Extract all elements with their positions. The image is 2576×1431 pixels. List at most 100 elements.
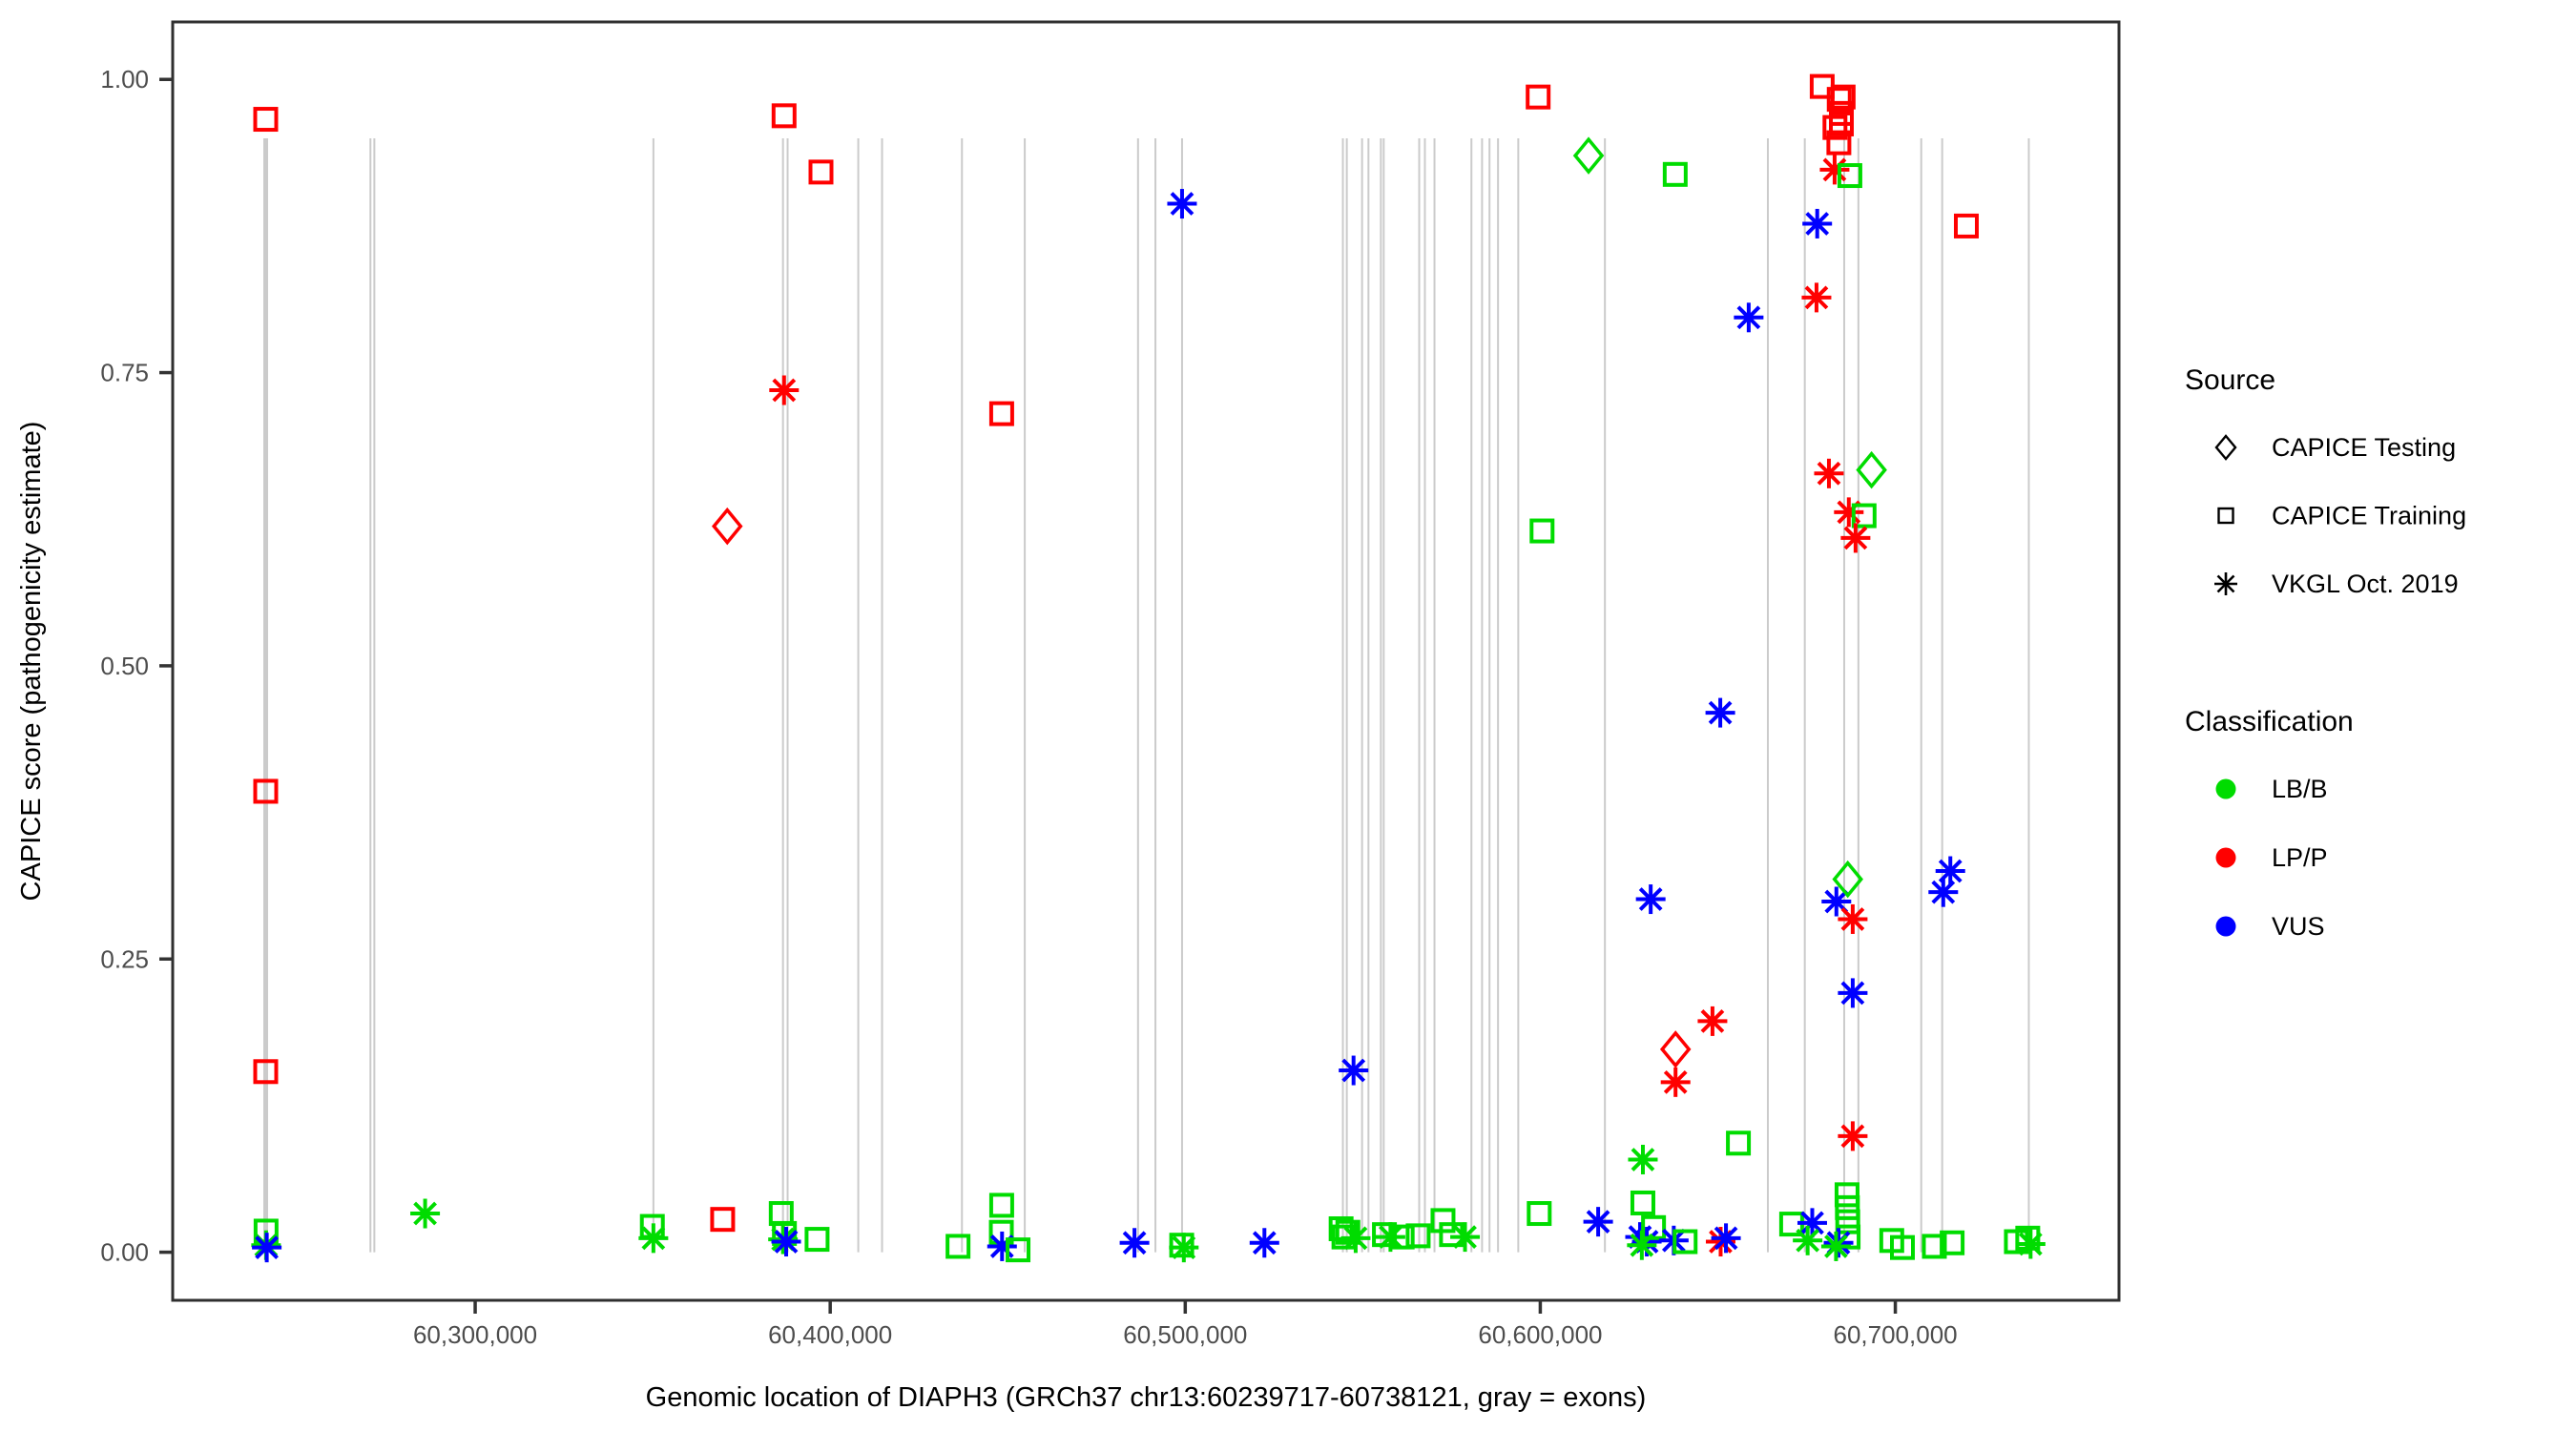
legend-diamond-icon [2214, 434, 2237, 461]
data-point-training-square [710, 1207, 736, 1233]
legend-color-dot-icon [2215, 847, 2236, 868]
legend-classification-item-label: LB/B [2272, 775, 2328, 803]
y-axis-tick-label: 0.50 [100, 652, 149, 680]
legend-classification-item-label: VUS [2272, 912, 2325, 941]
data-point-training-square [1922, 1234, 1947, 1259]
data-point-vkgl-asterisk [1341, 1058, 1366, 1083]
data-point-vkgl-asterisk [1700, 1009, 1725, 1033]
data-point-training-square [1529, 518, 1555, 544]
y-axis-tick-label: 0.75 [100, 359, 149, 387]
data-point-training-square [1822, 114, 1848, 140]
data-point-vkgl-asterisk [1172, 1235, 1196, 1260]
data-point-vkgl-asterisk [641, 1226, 666, 1251]
data-point-vkgl-asterisk [1708, 700, 1733, 725]
data-point-training-square [1851, 503, 1877, 529]
data-point-vkgl-asterisk [1252, 1231, 1277, 1255]
data-point-training-square [1526, 84, 1551, 110]
data-point-testing-diamond [1856, 450, 1887, 489]
data-point-training-square [1641, 1214, 1667, 1240]
y-axis-tick-label: 1.00 [100, 65, 149, 93]
data-point-training-square [1828, 111, 1854, 136]
data-point-training-square [1335, 1219, 1361, 1245]
data-point-training-square [1430, 1208, 1456, 1234]
data-point-vkgl-asterisk [1824, 889, 1849, 914]
data-point-testing-diamond [1659, 1030, 1692, 1068]
data-point-vkgl-asterisk [1805, 212, 1830, 236]
data-point-vkgl-asterisk [1453, 1225, 1477, 1249]
data-point-vkgl-asterisk [1736, 305, 1761, 330]
data-point-training-square [1527, 1201, 1552, 1227]
data-point-training-square [1672, 1229, 1698, 1255]
x-axis-tick-label: 60,700,000 [1833, 1320, 1957, 1349]
legend-source-title: Source [2185, 364, 2275, 396]
data-point-training-square [768, 1201, 794, 1227]
data-point-vkgl-asterisk [1804, 285, 1829, 310]
data-point-training-square [808, 159, 834, 185]
legend-classification-item-label: LP/P [2272, 843, 2328, 872]
data-point-vkgl-asterisk [1714, 1226, 1738, 1251]
legend-classification-title: Classification [2185, 706, 2354, 737]
data-point-training-square [988, 1192, 1014, 1218]
data-point-training-square [1662, 161, 1688, 187]
data-point-vkgl-asterisk [774, 1230, 799, 1254]
data-point-testing-diamond [1832, 860, 1863, 899]
data-point-vkgl-asterisk [1343, 1226, 1368, 1251]
data-point-vkgl-asterisk [1663, 1069, 1688, 1094]
x-axis-tick-label: 60,500,000 [1123, 1320, 1247, 1349]
data-point-training-square [1953, 213, 1979, 238]
data-point-vkgl-asterisk [1931, 880, 1956, 904]
data-point-vkgl-asterisk [1822, 157, 1847, 182]
data-point-vkgl-asterisk [413, 1201, 437, 1226]
y-axis-tick-label: 0.00 [100, 1238, 149, 1267]
data-point-training-square [253, 778, 279, 804]
legend-color-dot-icon [2215, 916, 2236, 937]
data-point-training-square [253, 1059, 279, 1085]
data-point-vkgl-asterisk [1170, 192, 1195, 216]
data-point-training-square [1169, 1233, 1195, 1258]
data-point-training-square [771, 103, 797, 129]
data-point-testing-diamond [711, 507, 743, 546]
data-point-vkgl-asterisk [1824, 1234, 1848, 1258]
data-point-training-square [1405, 1223, 1431, 1249]
data-point-training-square [945, 1234, 971, 1259]
data-point-training-square [1834, 1182, 1859, 1208]
data-point-training-square [1389, 1224, 1415, 1250]
data-point-training-square [1826, 130, 1852, 156]
data-point-training-square [804, 1227, 830, 1253]
data-point-training-square [1940, 1230, 1965, 1255]
x-axis-tick-label: 60,600,000 [1478, 1320, 1602, 1349]
panel-border [171, 20, 2121, 1302]
data-point-training-square [988, 401, 1014, 426]
data-point-vkgl-asterisk [255, 1235, 279, 1260]
data-point-training-square [1890, 1234, 1916, 1260]
legend-source-item-label: CAPICE Testing [2272, 433, 2456, 462]
data-point-vkgl-asterisk [1122, 1231, 1147, 1255]
data-point-vkgl-asterisk [1840, 907, 1865, 931]
data-point-vkgl-asterisk [1631, 1148, 1655, 1172]
data-point-training-square [1630, 1190, 1655, 1215]
legend-color-dot-icon [2215, 778, 2236, 799]
y-axis-tick-label: 0.25 [100, 944, 149, 973]
data-point-vkgl-asterisk [1586, 1210, 1610, 1234]
x-axis-tick-label: 60,400,000 [768, 1320, 892, 1349]
data-point-vkgl-asterisk [772, 378, 797, 403]
data-point-vkgl-asterisk [1638, 887, 1663, 911]
x-axis-title: Genomic location of DIAPH3 (GRCh37 chr13… [646, 1382, 1647, 1413]
data-point-training-square [253, 107, 279, 133]
data-point-training-square [1837, 163, 1862, 189]
data-point-vkgl-asterisk [1843, 526, 1868, 550]
x-axis-tick-label: 60,300,000 [413, 1320, 537, 1349]
legend-square-icon [2217, 507, 2234, 525]
data-point-training-square [1006, 1237, 1031, 1263]
data-point-vkgl-asterisk [1817, 461, 1841, 486]
data-point-training-square [1830, 84, 1856, 110]
data-point-testing-diamond [1572, 136, 1605, 175]
data-point-training-square [1726, 1130, 1752, 1156]
legend-asterisk-icon [2216, 574, 2235, 593]
y-axis-title: CAPICE score (pathogenicity estimate) [16, 422, 47, 902]
data-point-vkgl-asterisk [1800, 1211, 1824, 1235]
legend-source-item-label: VKGL Oct. 2019 [2272, 570, 2459, 598]
data-point-vkgl-asterisk [1840, 981, 1865, 1006]
